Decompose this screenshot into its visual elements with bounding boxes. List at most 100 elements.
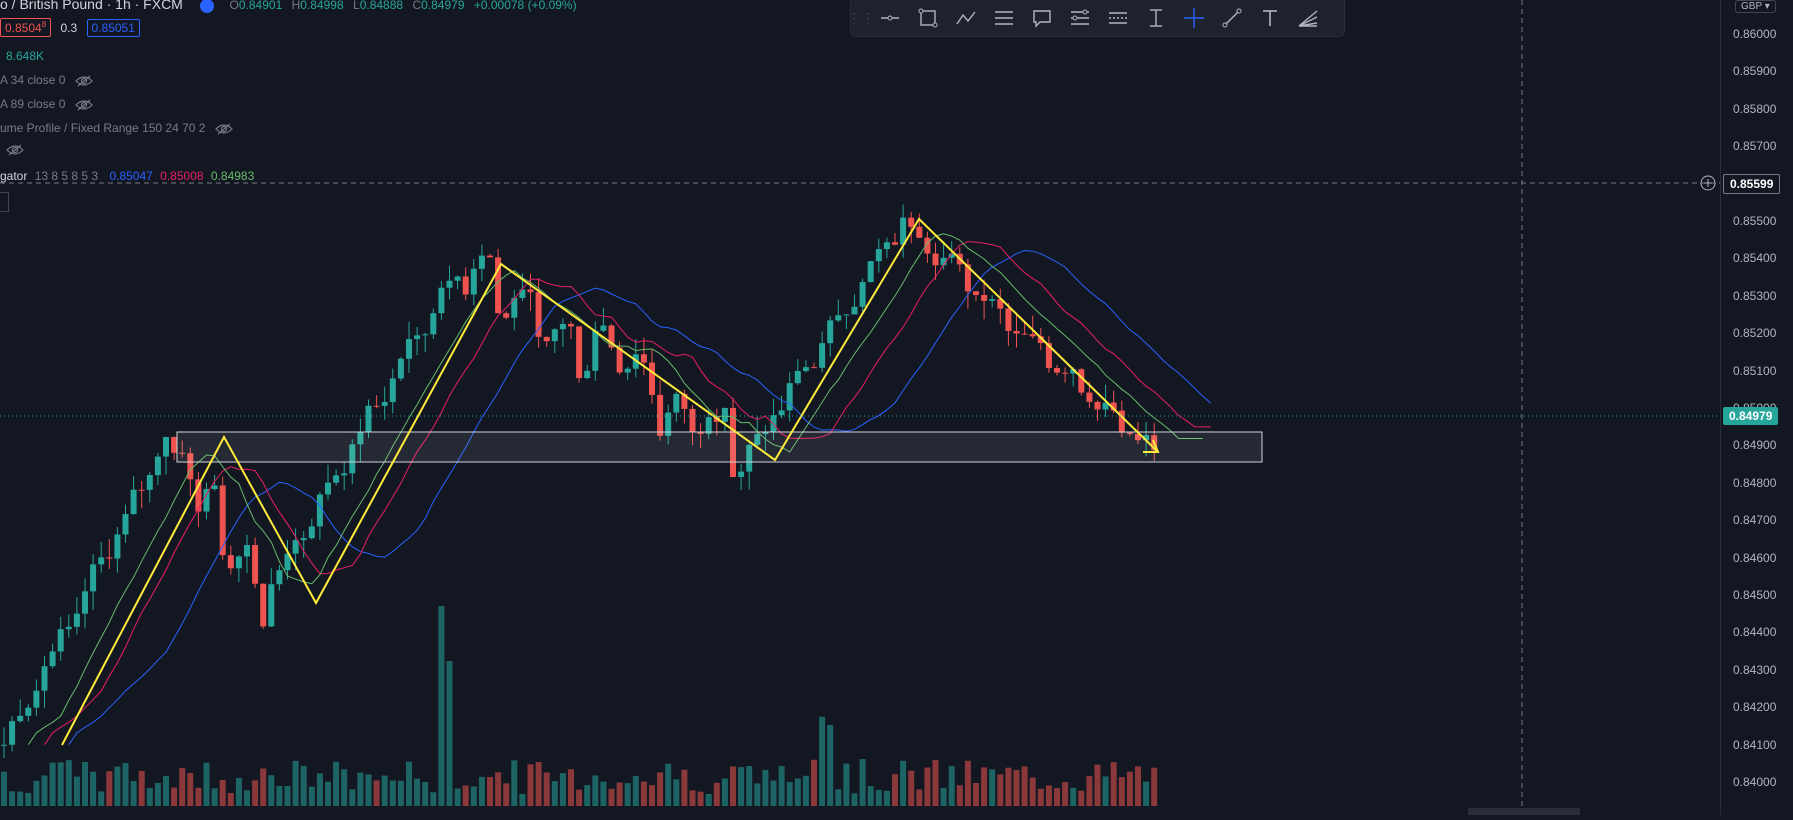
volume-bar <box>527 764 534 806</box>
candle-body <box>883 242 890 250</box>
text-icon[interactable] <box>1251 0 1289 36</box>
legend-collapse-button[interactable] <box>0 192 9 212</box>
horizontal-line-icon[interactable] <box>871 0 909 36</box>
volume-bar <box>470 786 477 806</box>
volume-bar <box>859 759 866 806</box>
candle-body <box>146 475 153 490</box>
candle-body <box>908 217 915 227</box>
pitchfork-icon[interactable] <box>1099 0 1137 36</box>
candle-body <box>381 402 388 406</box>
hidden-eye-icon[interactable] <box>74 75 93 87</box>
fib-fan-icon[interactable] <box>1289 0 1327 36</box>
candle-body <box>802 367 809 371</box>
volume-bar <box>430 792 437 806</box>
candle-body <box>1078 369 1085 393</box>
volume-bar <box>422 781 429 806</box>
hidden-eye-icon[interactable] <box>214 123 233 135</box>
volume-bar <box>1037 788 1044 806</box>
alligator-jaw-value: 0.85047 <box>109 169 153 183</box>
close-value: 0.84979 <box>421 0 465 12</box>
sell-price-sup: 8 <box>41 20 47 29</box>
volume-bar <box>892 774 898 806</box>
candle-body <box>284 553 291 571</box>
chevron-down-icon: ▾ <box>1764 1 1770 12</box>
currency-selector[interactable]: GBP ▾ <box>1735 0 1776 13</box>
time-scrollbar[interactable] <box>1468 808 1580 815</box>
volume-bar <box>681 769 688 806</box>
price-range-icon[interactable] <box>1137 0 1175 36</box>
price-axis[interactable]: GBP ▾ 0.86000 0.85900 0.85800 0.85700 0.8550… <box>1720 0 1793 815</box>
volume-bar <box>721 778 728 806</box>
fib-retracement-icon[interactable] <box>1061 0 1099 36</box>
volume-bar <box>203 762 210 806</box>
ema34-legend[interactable]: A 34 close 0 <box>0 73 93 87</box>
toolbar-drag-handle[interactable]: ⋮⋮ <box>847 9 875 26</box>
volume-bar <box>49 762 56 806</box>
candle-body <box>568 323 574 327</box>
price-tick-label: 0.86000 <box>1733 27 1777 41</box>
candle-body <box>495 257 502 314</box>
sell-button[interactable]: 0.85048 <box>0 18 52 37</box>
volume-bar <box>146 788 153 806</box>
candle-body <box>940 257 947 266</box>
ema89-legend[interactable]: A 89 close 0 <box>0 97 93 111</box>
candle-body <box>25 707 32 716</box>
sell-price: 0.8504 <box>5 21 42 35</box>
volume-profile-label: ume Profile / Fixed Range 150 24 70 2 <box>0 121 206 135</box>
chart-canvas[interactable] <box>0 0 1720 815</box>
candle-body <box>325 482 331 495</box>
hidden-eye-icon[interactable] <box>6 144 24 156</box>
candle-body <box>981 295 988 301</box>
candle-body <box>65 626 72 630</box>
hidden-eye-icon[interactable] <box>74 99 93 111</box>
support-zone-rectangle[interactable] <box>176 431 1263 463</box>
path-icon[interactable] <box>947 0 985 36</box>
volume-bar <box>260 768 267 806</box>
crosshair-icon[interactable] <box>1175 0 1213 36</box>
candle-body <box>649 362 655 395</box>
candle-body <box>948 253 955 258</box>
volume-bar <box>843 763 850 806</box>
candle-body <box>640 354 647 363</box>
high-value: 0.84998 <box>300 0 344 12</box>
trend-line-icon[interactable] <box>1213 0 1251 36</box>
hidden-indicator-legend[interactable] <box>6 144 24 159</box>
parallel-channel-icon[interactable] <box>985 0 1023 36</box>
buy-button[interactable]: 0.85051 <box>86 19 140 37</box>
volume-bar <box>867 786 874 806</box>
volume-bar <box>624 783 631 806</box>
add-alert-plus-icon[interactable] <box>1700 175 1716 191</box>
zigzag-pattern-drawing[interactable] <box>61 217 1159 746</box>
price-tick-label: 0.84100 <box>1733 737 1777 752</box>
candle-body <box>138 489 145 491</box>
candle-body <box>1005 308 1012 331</box>
candle-body <box>227 555 234 569</box>
volume-bar <box>1143 781 1150 806</box>
price-chart[interactable] <box>0 0 1720 815</box>
candle-body <box>203 489 210 512</box>
volume-profile-legend[interactable]: ume Profile / Fixed Range 150 24 70 2 <box>0 121 233 135</box>
volume-bar <box>219 779 226 806</box>
callout-icon[interactable] <box>1023 0 1061 36</box>
candle-body <box>657 394 664 436</box>
volume-bar <box>1078 790 1085 806</box>
candle-body <box>276 570 283 585</box>
candle-body <box>875 249 882 262</box>
volume-bar <box>33 780 40 806</box>
volume-bar <box>446 661 453 806</box>
volume-bar <box>1118 777 1125 806</box>
candle-body <box>187 453 194 480</box>
candle-body <box>746 444 753 472</box>
alligator-legend[interactable]: gator 13 8 5 8 5 3 0.85047 0.85008 0.849… <box>0 169 254 183</box>
volume-bar <box>511 760 518 806</box>
symbol-title[interactable]: o / British Pound · 1h · FXCM <box>0 0 183 12</box>
candle-body <box>357 431 364 445</box>
volume-bar <box>292 760 299 806</box>
rectangle-icon[interactable] <box>909 0 947 36</box>
volume-bar <box>835 789 842 806</box>
volume-bar <box>227 793 234 806</box>
volume-legend[interactable]: 8.648K <box>6 49 45 63</box>
volume-bar <box>130 781 137 806</box>
candle-body <box>292 540 299 554</box>
candle-body <box>389 378 396 403</box>
